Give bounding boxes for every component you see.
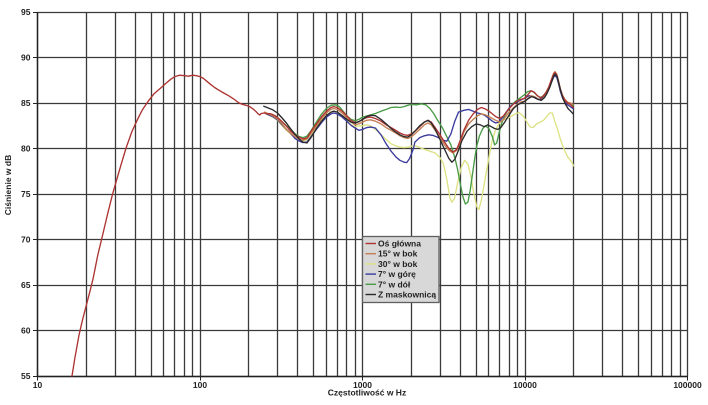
svg-text:75: 75 [21,189,31,199]
svg-text:60: 60 [21,326,31,336]
svg-text:10: 10 [33,380,43,390]
svg-text:Ciśnienie w dB: Ciśnienie w dB [3,155,13,215]
svg-text:Oś główna: Oś główna [378,239,421,249]
svg-text:55: 55 [21,371,31,381]
svg-text:70: 70 [21,235,31,245]
svg-text:10000: 10000 [513,380,537,390]
svg-text:65: 65 [21,280,31,290]
svg-text:30° w bok: 30° w bok [378,259,418,269]
svg-text:90: 90 [21,53,31,63]
svg-text:100000: 100000 [673,380,702,390]
svg-text:Częstotliwość w Hz: Częstotliwość w Hz [328,388,406,398]
svg-text:7° w dół: 7° w dół [378,279,411,289]
svg-text:85: 85 [21,98,31,108]
svg-text:95: 95 [21,7,31,17]
svg-text:7° w górę: 7° w górę [378,269,416,279]
svg-text:1000: 1000 [353,380,372,390]
svg-text:Z maskownicą: Z maskownicą [378,290,436,300]
svg-text:100: 100 [193,380,207,390]
svg-text:15° w bok: 15° w bok [378,249,418,259]
svg-text:80: 80 [21,144,31,154]
